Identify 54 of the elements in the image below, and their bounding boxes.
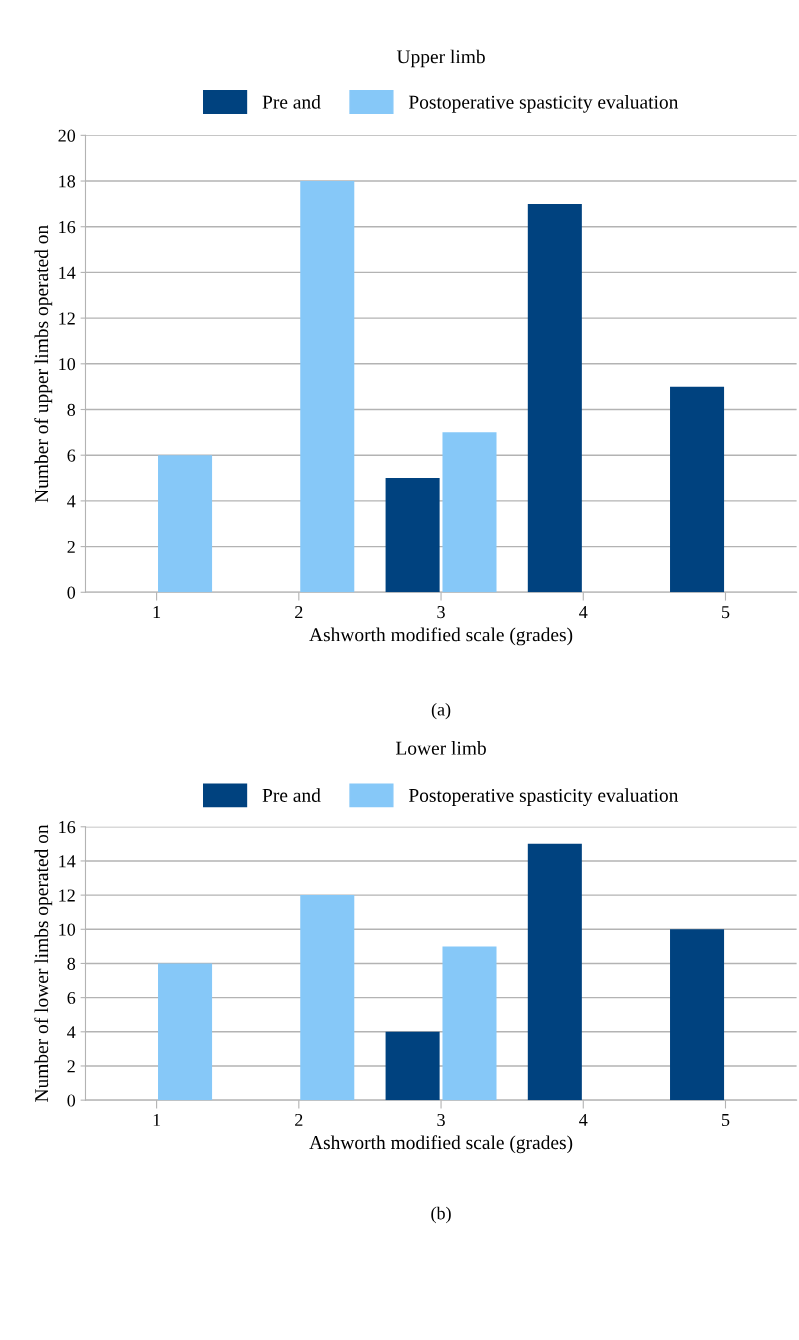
y-axis-title: Number of lower limbs operated on xyxy=(34,824,53,1102)
x-tick-label: 4 xyxy=(579,1113,588,1126)
x-tick-label: 3 xyxy=(437,606,445,619)
x-tick-label: 1 xyxy=(153,606,161,618)
chart-title: Lower limb xyxy=(395,741,486,755)
legend-label: Postoperative spasticity evaluation xyxy=(408,788,679,806)
y-tick-label: 2 xyxy=(67,1060,75,1073)
bar xyxy=(385,478,440,593)
bar xyxy=(300,181,355,593)
y-tick-label: 12 xyxy=(59,889,75,902)
x-tick-label: 4 xyxy=(579,606,588,618)
x-tick-label: 5 xyxy=(722,606,730,619)
bar xyxy=(670,386,725,593)
y-tick-label: 0 xyxy=(67,1094,76,1107)
chart-title: Upper limb xyxy=(396,49,485,68)
legend-label: Pre and xyxy=(262,788,321,802)
y-tick-label: 18 xyxy=(59,175,76,188)
y-axis-title: Number of upper limbs operated on xyxy=(34,225,53,503)
y-tick-label: 8 xyxy=(67,957,76,970)
y-tick-label: 10 xyxy=(59,358,76,371)
y-tick-label: 10 xyxy=(59,923,76,936)
x-tick-label: 5 xyxy=(722,1114,730,1127)
y-tick-label: 4 xyxy=(67,495,76,508)
bar xyxy=(527,203,582,593)
y-tick-label: 4 xyxy=(67,1026,76,1039)
bar xyxy=(158,455,213,593)
y-tick-label: 20 xyxy=(58,129,76,142)
x-tick-label: 2 xyxy=(295,1113,303,1126)
legend-label: Postoperative spasticity evaluation xyxy=(408,95,679,113)
y-tick-label: 6 xyxy=(67,991,76,1005)
bar xyxy=(300,895,355,1101)
y-tick-label: 16 xyxy=(59,821,76,834)
bar xyxy=(442,946,497,1101)
x-axis-title: Ashworth modified scale (grades) xyxy=(309,1135,573,1154)
y-tick-label: 14 xyxy=(59,266,76,279)
bar xyxy=(527,843,582,1101)
y-tick-label: 0 xyxy=(67,586,76,599)
x-tick-label: 2 xyxy=(295,606,303,618)
bar xyxy=(158,963,213,1101)
y-tick-label: 16 xyxy=(59,221,76,234)
y-tick-label: 8 xyxy=(67,403,76,416)
x-tick-label: 3 xyxy=(437,1113,445,1127)
x-axis-title: Ashworth modified scale (grades) xyxy=(309,627,573,646)
y-tick-label: 14 xyxy=(59,855,76,868)
text: (b) xyxy=(431,1206,451,1224)
bar xyxy=(670,929,725,1101)
y-tick-label: 6 xyxy=(67,449,76,462)
y-tick-label: 2 xyxy=(67,540,75,553)
bar xyxy=(385,1031,440,1101)
y-tick-label: 12 xyxy=(59,312,75,325)
text: (a) xyxy=(431,702,451,720)
x-tick-label: 1 xyxy=(153,1113,161,1126)
bar xyxy=(442,432,497,593)
legend-label: Pre and xyxy=(262,95,321,109)
